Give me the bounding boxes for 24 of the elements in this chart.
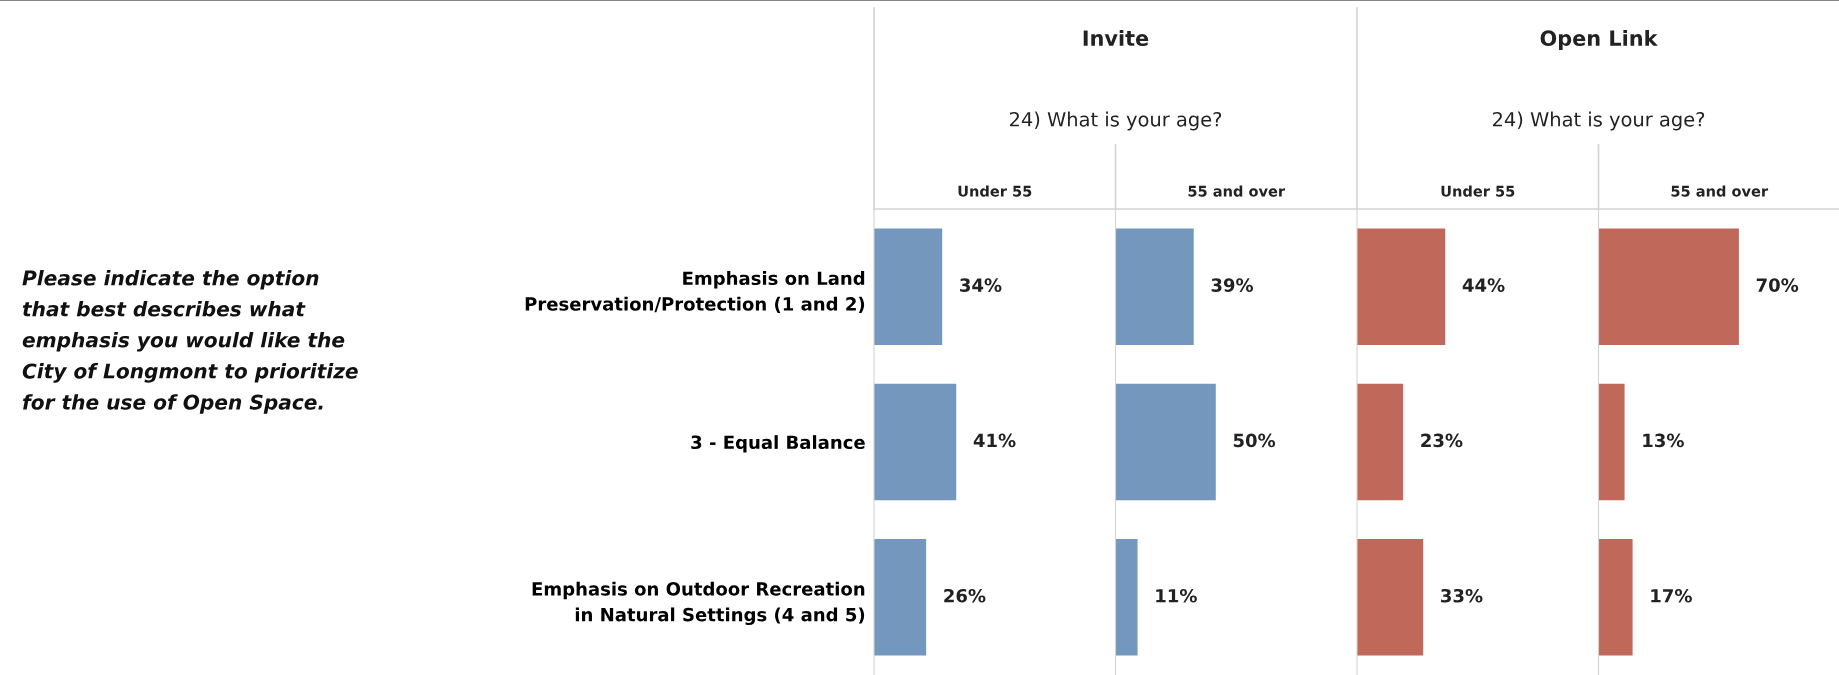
- data-label: 44%: [1462, 278, 1505, 292]
- data-label: 34%: [960, 278, 1002, 292]
- text: Open Link: [1540, 29, 1658, 51]
- data-label: 70%: [1756, 278, 1799, 292]
- chart-title: 55 and over: [1671, 185, 1769, 197]
- data-label: 23%: [1421, 433, 1463, 448]
- data-label: 50%: [1233, 433, 1276, 448]
- y-tick-label: Emphasis on Outdoor Recreation in Natural Settings (4 and 5): [532, 581, 865, 626]
- text: Under 55: [1441, 185, 1515, 197]
- text: Invite: [1083, 29, 1149, 47]
- data-label: 39%: [1211, 278, 1254, 292]
- y-axis-title: Please indicate the option that best describes what emphasis you would like the City of Longmont to prioritize for the use of Open Space.: [22, 270, 358, 414]
- y-tick-label: 3 - Equal Balance: [691, 435, 865, 453]
- data-label: 26%: [944, 588, 986, 603]
- chart-title: 55 and over: [1188, 185, 1286, 197]
- y-tick-label: Emphasis on Land Preservation/Protection (1 and 2): [525, 271, 865, 313]
- data-label: 33%: [1441, 588, 1483, 603]
- data-label: 13%: [1643, 433, 1684, 448]
- data-label: 11%: [1156, 588, 1197, 603]
- text: 24) What is your age?: [1492, 111, 1705, 131]
- text: Under 55: [958, 185, 1032, 197]
- data-label: 17%: [1651, 588, 1692, 603]
- data-label: 41%: [973, 433, 1016, 448]
- text: 24) What is your age?: [1009, 111, 1222, 131]
